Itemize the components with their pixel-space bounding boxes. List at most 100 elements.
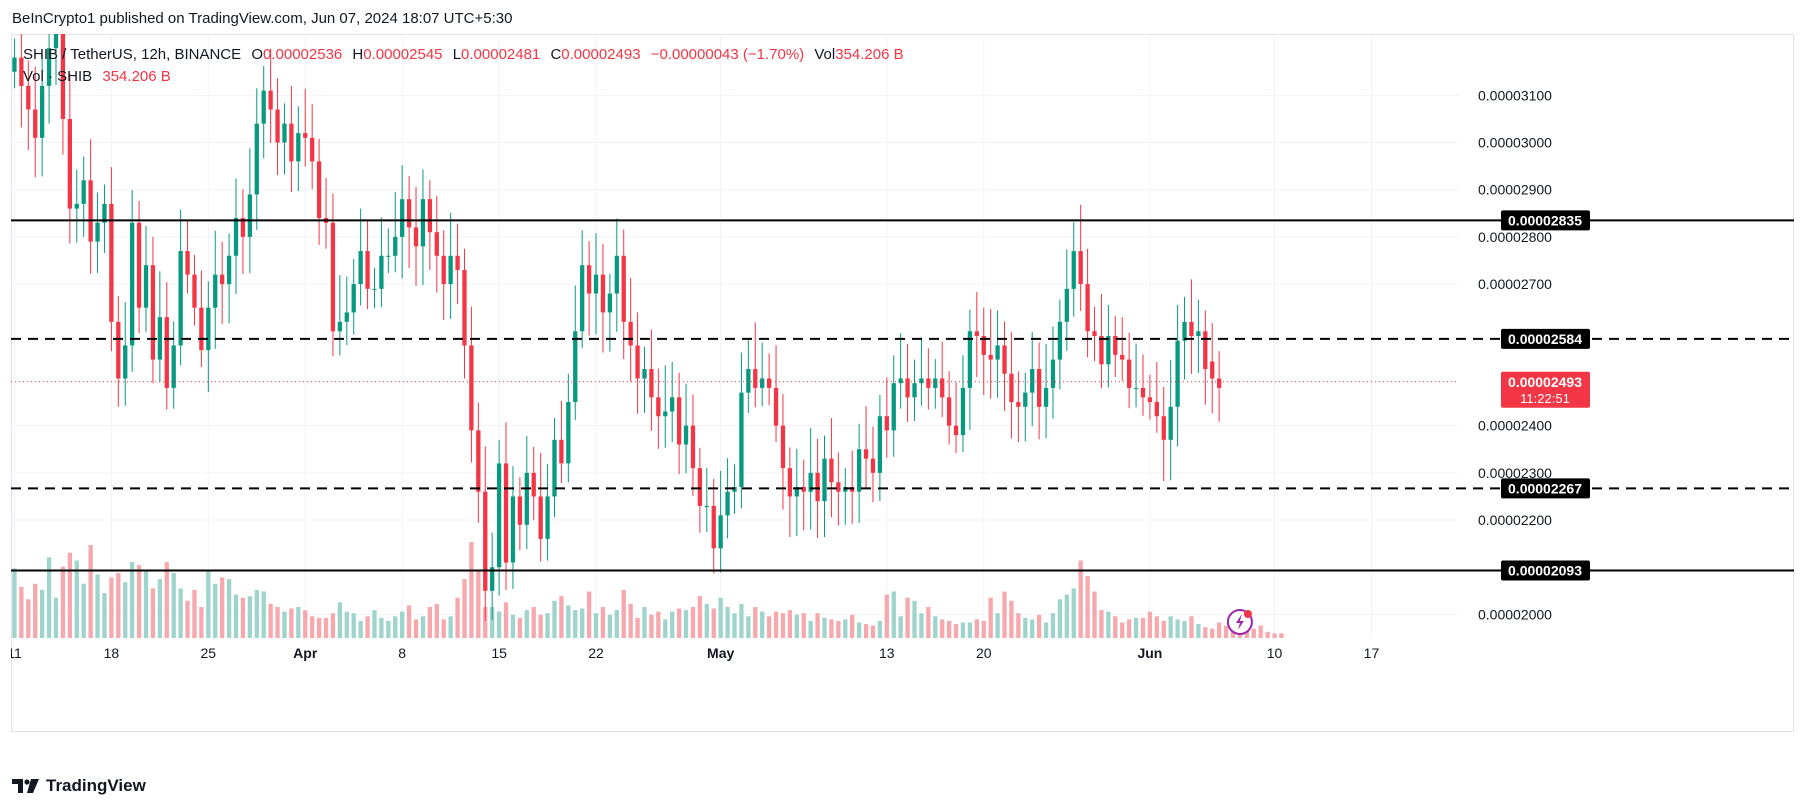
candlestick-chart[interactable]: 0.00002000 0.00002200 0.00002300 0.00002400… — [11, 34, 1794, 732]
candle-body — [960, 387, 966, 436]
volume-bar — [220, 577, 225, 638]
candle-body — [891, 383, 896, 431]
volume-bar — [503, 602, 509, 638]
volume-bar — [1168, 616, 1173, 638]
candle-body — [310, 137, 315, 162]
volume-bar — [552, 600, 557, 638]
candle-body — [656, 397, 661, 417]
volume-bar — [940, 619, 945, 638]
volume-bar — [1210, 628, 1215, 638]
candle-body — [1113, 336, 1118, 355]
level-tag-label: 0.00002093 — [1508, 563, 1582, 579]
time-tick-label: 20 — [976, 645, 992, 661]
candle-body — [552, 439, 557, 497]
volume-bar — [732, 613, 737, 638]
candle-body — [254, 123, 259, 195]
volume-bar — [884, 594, 889, 638]
candle-body — [1154, 402, 1159, 417]
lightning-icon[interactable] — [1226, 609, 1253, 635]
price-tick-label: 0.00002700 — [1478, 276, 1552, 292]
candle-body — [607, 293, 613, 313]
volume-bar — [171, 572, 176, 638]
volume-bar — [891, 591, 896, 638]
volume-bar — [233, 594, 239, 638]
price-tick-label: 0.00002900 — [1478, 182, 1552, 198]
candle-body — [863, 449, 869, 459]
candle-body — [1216, 378, 1222, 388]
candle-body — [1182, 321, 1187, 341]
volume-series-value: 354.206 B — [102, 68, 171, 85]
candle-body — [600, 274, 606, 313]
volume-bar — [358, 620, 363, 638]
volume-bar — [1064, 594, 1069, 638]
candle-body — [33, 109, 38, 138]
open-label: O — [251, 46, 263, 63]
volume-bar — [856, 622, 862, 638]
candle-body — [1161, 416, 1166, 440]
volume-bar — [53, 597, 59, 638]
candle-body — [1071, 251, 1076, 289]
volume-bar — [905, 597, 910, 638]
volume-bar — [621, 589, 626, 638]
volume-bar — [406, 605, 412, 638]
candle-body — [573, 331, 578, 403]
volume-bar — [967, 622, 973, 638]
time-axis[interactable]: 11 18 25 Apr 8 15 22 May 13 20 Jun 10 17 — [11, 645, 1379, 661]
candle-body — [26, 85, 31, 110]
candle-body — [476, 430, 481, 492]
volume-bar — [912, 600, 917, 638]
candle-body — [1016, 402, 1021, 407]
volume-bar — [476, 571, 481, 638]
candle-body — [787, 468, 793, 497]
candle-body — [490, 567, 495, 591]
candle-body — [220, 274, 225, 285]
candle-body — [1196, 331, 1201, 336]
volume-bar — [697, 596, 703, 638]
volume-bar — [206, 569, 211, 638]
price-axis[interactable]: 0.00002000 0.00002200 0.00002300 0.00002400… — [1478, 87, 1552, 622]
candle-body — [974, 331, 979, 336]
volume-bar — [676, 608, 682, 638]
candle-body — [1140, 387, 1146, 398]
candle-body — [116, 321, 121, 379]
volume-bar — [760, 611, 765, 638]
volume-bar — [379, 617, 384, 638]
candle-body — [704, 505, 709, 507]
volume-bar — [199, 607, 204, 638]
candle-body — [233, 218, 239, 256]
candle-body — [649, 369, 654, 398]
candle-body — [940, 378, 945, 398]
volume-bar — [462, 579, 467, 638]
volume-bar — [863, 624, 869, 638]
volume-bar — [192, 589, 197, 638]
candle-body — [344, 312, 349, 322]
candle-body — [420, 199, 426, 247]
candle-body — [226, 255, 232, 285]
candle-body — [74, 203, 79, 209]
symbol-label[interactable]: SHIB / TetherUS, 12h, BINANCE — [23, 46, 242, 63]
volume-bar — [1230, 628, 1236, 638]
volume-bar — [150, 588, 156, 638]
volume-label: Vol — [814, 46, 836, 63]
candle-body — [856, 449, 862, 492]
candle-body — [1057, 321, 1063, 360]
candle-body — [912, 383, 917, 398]
volume-bar — [642, 607, 647, 638]
support-resistance-levels — [11, 219, 1794, 572]
candle-body — [123, 345, 128, 379]
volume-bar — [365, 616, 370, 638]
volume-bar — [1120, 622, 1125, 638]
volume-bar — [136, 565, 142, 638]
time-tick-label: 13 — [879, 645, 895, 661]
volume-bar — [614, 610, 619, 638]
volume-bar — [566, 605, 571, 638]
volume-bar — [40, 589, 45, 638]
volume-bar — [157, 579, 163, 638]
candle-body — [981, 336, 986, 355]
volume-bar — [600, 607, 606, 638]
candle-body — [905, 378, 910, 398]
level-tag-label: 0.00002835 — [1508, 212, 1582, 228]
tradingview-logo[interactable]: TradingView — [12, 776, 146, 796]
volume-bar — [538, 614, 543, 638]
volume-series-label[interactable]: Vol · SHIB — [23, 68, 93, 85]
